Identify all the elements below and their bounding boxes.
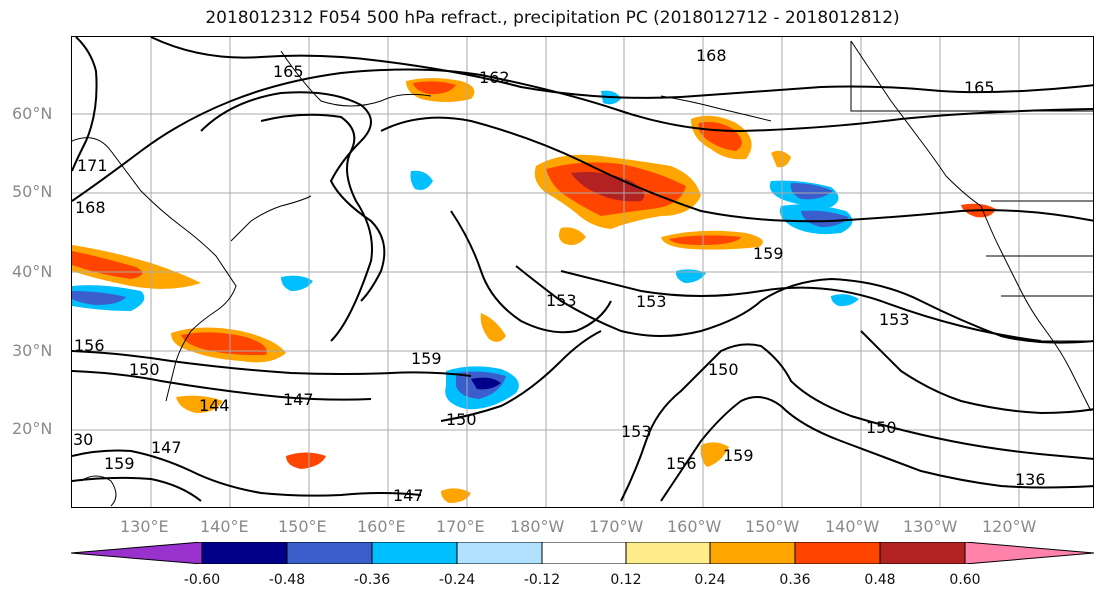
colorbar-tick: 0.12 [610, 572, 642, 588]
contour-label: 153 [636, 292, 667, 311]
colorbar-segment [371, 542, 458, 564]
contour-label-group: 165 162 168 165 171 168 159 153 153 153 … [73, 46, 1046, 505]
colorbar-segment [71, 542, 203, 564]
contour-label: 150 [129, 360, 160, 379]
colorbar-tick: -0.60 [183, 572, 221, 588]
contour-label: 153 [621, 422, 652, 441]
contour-label: 30 [73, 430, 93, 449]
contour-label: 150 [708, 360, 739, 379]
colorbar-tick: 0.48 [864, 572, 896, 588]
contour-label: 159 [411, 349, 442, 368]
lon-label-160e: 160°E [357, 517, 406, 536]
contour-label: 150 [866, 418, 897, 437]
contour-label: 165 [273, 62, 304, 81]
colorbar-tick: -0.24 [438, 572, 476, 588]
contour-label: 165 [964, 78, 995, 97]
contour-lines [72, 37, 1093, 502]
contour-label: 159 [104, 454, 135, 473]
contour-label: 153 [546, 291, 577, 310]
colorbar-segment [201, 542, 288, 564]
lon-label-130e: 130°E [120, 517, 169, 536]
contour-label: 162 [479, 68, 510, 87]
lon-label-140w: 140°W [825, 517, 880, 536]
colorbar-segment [879, 542, 966, 564]
contour-label: 159 [723, 446, 754, 465]
lon-label-150w: 150°W [745, 517, 800, 536]
colorbar-tick: 0.36 [779, 572, 811, 588]
colorbar-segment [625, 542, 711, 564]
contour-label: 159 [753, 244, 784, 263]
map-canvas: 165 162 168 165 171 168 159 153 153 153 … [72, 37, 1093, 507]
contour-label: 153 [879, 310, 910, 329]
colorbar-segment [456, 542, 543, 564]
contour-label: 168 [696, 46, 727, 65]
colorbar-segment [541, 542, 627, 564]
lon-label-160w: 160°W [667, 517, 722, 536]
map-panel: 165 162 168 165 171 168 159 153 153 153 … [71, 36, 1094, 508]
colorbar-segment [709, 542, 796, 564]
lon-label-150e: 150°E [278, 517, 327, 536]
colorbar [71, 542, 1094, 564]
lat-label-50n: 50°N [12, 182, 53, 201]
lon-label-140e: 140°E [200, 517, 249, 536]
colorbar-tick: 0.24 [694, 572, 726, 588]
contour-label: 171 [77, 156, 108, 175]
colorbar-tick: -0.48 [268, 572, 306, 588]
contour-label: 156 [74, 336, 105, 355]
graticule [72, 37, 1093, 507]
lon-label-170w: 170°W [589, 517, 644, 536]
lon-label-120w: 120°W [982, 517, 1037, 536]
lat-label-40n: 40°N [12, 262, 53, 281]
contour-label: 168 [75, 198, 106, 217]
lon-label-130w: 130°W [903, 517, 958, 536]
lat-label-60n: 60°N [12, 104, 53, 123]
colorbar-segment [964, 542, 1094, 564]
colorbar-tick: -0.36 [353, 572, 391, 588]
colorbar-segment [794, 542, 881, 564]
lon-label-170e: 170°E [436, 517, 485, 536]
contour-label: 147 [151, 438, 182, 457]
coastlines [72, 40, 1093, 507]
colorbar-tick: -0.12 [523, 572, 561, 588]
contour-label: 156 [666, 454, 697, 473]
lat-label-30n: 30°N [12, 341, 53, 360]
map-title: 2018012312 F054 500 hPa refract., precip… [205, 8, 900, 28]
colorbar-segment [286, 542, 373, 564]
lat-label-20n: 20°N [12, 419, 53, 438]
precip-shading [72, 78, 996, 503]
contour-label: 147 [283, 390, 314, 409]
contour-label: 144 [199, 396, 230, 415]
contour-label: 150 [446, 410, 477, 429]
contour-label: 147 [393, 486, 424, 505]
contour-label: 136 [1015, 470, 1046, 489]
colorbar-tick: 0.60 [949, 572, 981, 588]
lon-label-180w: 180°W [510, 517, 565, 536]
